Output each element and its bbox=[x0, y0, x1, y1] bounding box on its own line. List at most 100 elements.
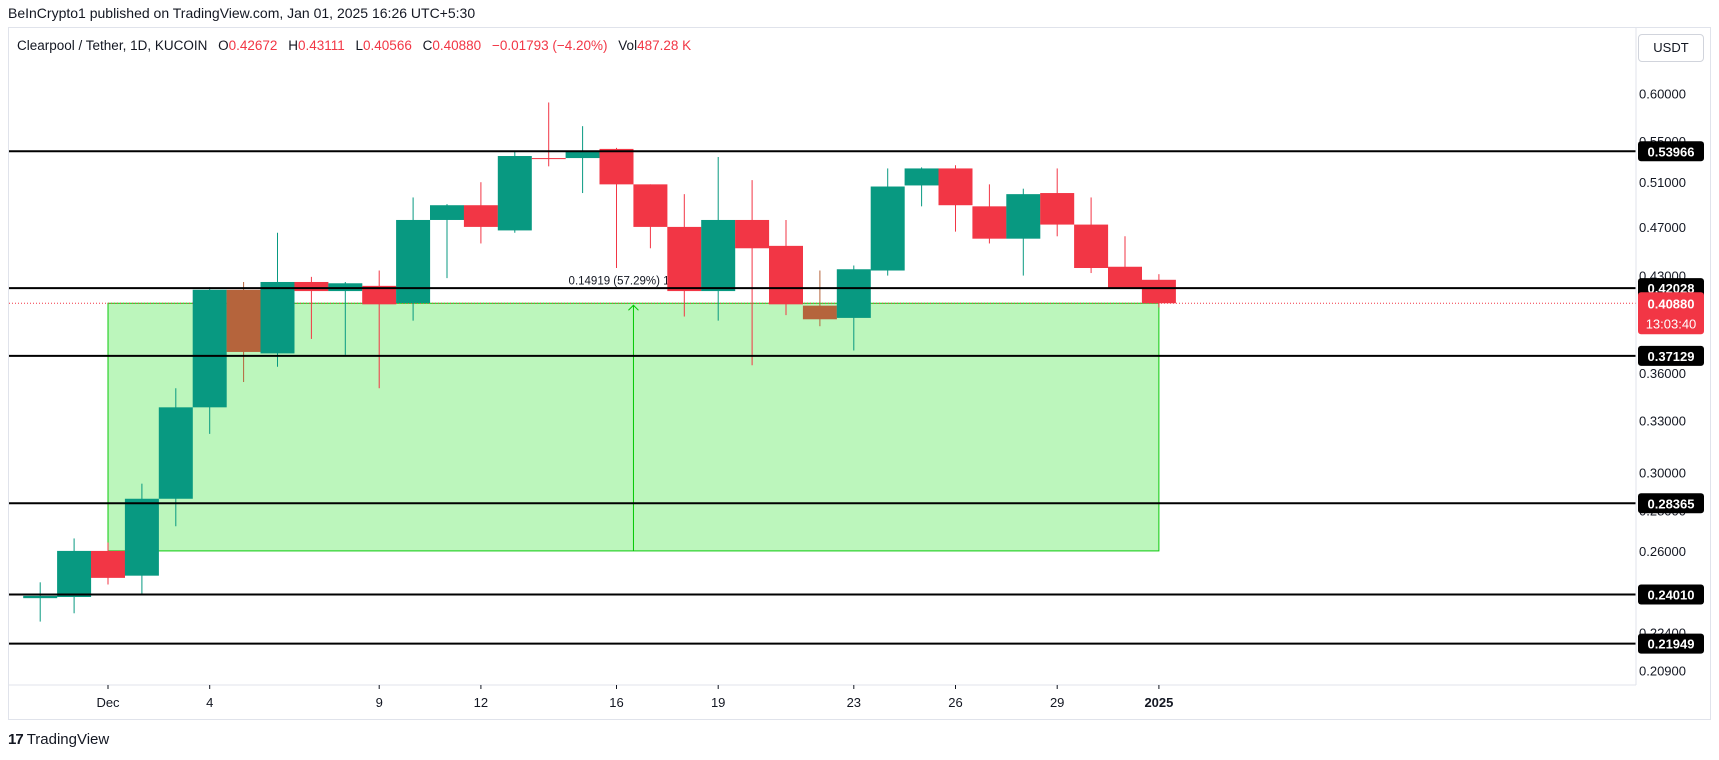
candle bbox=[23, 582, 58, 622]
candle bbox=[430, 204, 464, 279]
candle-body bbox=[735, 219, 770, 249]
candle-body bbox=[1141, 279, 1176, 304]
legend-low-value: 0.40566 bbox=[363, 38, 412, 53]
y-axis-tick-label: 0.30000 bbox=[1639, 466, 1686, 481]
x-axis-tick-label: Dec bbox=[96, 695, 120, 710]
candle bbox=[565, 126, 600, 194]
legend-high-value: 0.43111 bbox=[297, 38, 345, 53]
candle bbox=[91, 542, 125, 585]
candle-body bbox=[294, 281, 329, 292]
x-axis-tick-label: 29 bbox=[1050, 695, 1064, 710]
candle bbox=[1040, 168, 1075, 237]
current-price-tag-label: 0.40880 bbox=[1648, 296, 1695, 311]
y-axis-tick-label: 0.60000 bbox=[1639, 86, 1686, 101]
candle bbox=[260, 232, 295, 367]
legend-close-value: 0.40880 bbox=[432, 38, 482, 53]
candle-body bbox=[497, 156, 532, 231]
candle-body bbox=[23, 595, 58, 599]
candle-body bbox=[192, 289, 227, 408]
candle bbox=[531, 102, 566, 167]
currency-button[interactable]: USDT bbox=[1638, 34, 1704, 62]
level-price-tag-label: 0.53966 bbox=[1648, 144, 1695, 159]
legend-open-value: 0.42672 bbox=[228, 38, 278, 53]
level-price-tag bbox=[1638, 141, 1704, 162]
candle-body bbox=[972, 206, 1007, 239]
tradingview-logo-icon: 17 bbox=[8, 731, 24, 748]
candle-body bbox=[1074, 224, 1109, 269]
level-price-tag bbox=[1638, 345, 1704, 366]
bar-countdown-label: 13:03:40 bbox=[1646, 316, 1697, 331]
candle-body bbox=[701, 219, 736, 292]
level-price-tag-label: 0.21949 bbox=[1648, 637, 1695, 652]
tradingview-brand-text: TradingView bbox=[26, 731, 110, 748]
candle-body bbox=[463, 205, 498, 227]
candle bbox=[972, 184, 1007, 244]
candle-body bbox=[565, 150, 600, 159]
candle-body bbox=[769, 245, 803, 305]
x-axis-tick-label: 16 bbox=[609, 695, 623, 710]
level-price-tag bbox=[1638, 633, 1704, 654]
level-price-tag bbox=[1638, 584, 1704, 605]
y-axis-tick-label: 0.20900 bbox=[1639, 663, 1686, 678]
candle-body bbox=[938, 168, 973, 206]
candle-body bbox=[430, 205, 464, 220]
candle bbox=[396, 197, 431, 321]
legend-symbol[interactable]: Clearpool / Tether, 1D, KUCOIN bbox=[17, 38, 208, 53]
x-axis-tick-label: 12 bbox=[474, 695, 488, 710]
candle bbox=[124, 483, 159, 595]
candle-body bbox=[836, 269, 871, 318]
y-axis-tick-label: 0.47000 bbox=[1639, 220, 1686, 235]
candle bbox=[938, 165, 973, 232]
candle-body bbox=[1108, 266, 1142, 289]
candle bbox=[836, 265, 871, 351]
legend-high-label: H bbox=[288, 38, 298, 53]
publisher-line: BeInCrypto1 published on TradingView.com… bbox=[8, 5, 476, 21]
x-axis-tick-label: 26 bbox=[948, 695, 962, 710]
footer-brand[interactable]: 17 TradingView bbox=[8, 731, 109, 748]
legend-change: −0.01793 (−4.20%) bbox=[491, 38, 608, 53]
candle-body bbox=[531, 158, 566, 160]
y-axis-tick-label: 0.36000 bbox=[1639, 366, 1686, 381]
candle bbox=[599, 147, 634, 269]
x-axis-tick-label: 23 bbox=[847, 695, 861, 710]
candle bbox=[1108, 236, 1142, 289]
candle bbox=[463, 182, 498, 244]
candle bbox=[158, 388, 193, 527]
measure-label: 0.14919 (57.29%) 14,919 bbox=[569, 275, 699, 287]
legend-close-label: C bbox=[422, 38, 433, 53]
candle-body bbox=[124, 498, 159, 576]
candle-body bbox=[260, 281, 295, 354]
legend-volume-value: 487.28 K bbox=[637, 38, 692, 53]
candle bbox=[226, 281, 261, 383]
candle bbox=[769, 219, 803, 316]
level-price-tag-label: 0.28365 bbox=[1648, 496, 1695, 511]
candle bbox=[667, 194, 702, 317]
candle-body bbox=[904, 168, 939, 186]
x-axis-tick-label: 2025 bbox=[1144, 695, 1173, 710]
level-price-tag bbox=[1638, 493, 1704, 514]
candle-body bbox=[1006, 194, 1041, 239]
candle-body bbox=[362, 285, 397, 305]
candle-body bbox=[158, 407, 193, 499]
level-price-tag-label: 0.37129 bbox=[1648, 349, 1695, 364]
x-axis-tick-label: 4 bbox=[206, 695, 213, 710]
candle bbox=[1141, 274, 1176, 308]
candle-body bbox=[396, 219, 431, 303]
candle bbox=[904, 167, 939, 207]
candle bbox=[802, 270, 837, 327]
candle-body bbox=[870, 186, 905, 271]
y-axis-tick-label: 0.26000 bbox=[1639, 544, 1686, 559]
x-axis-tick-label: 19 bbox=[711, 695, 725, 710]
candle bbox=[57, 538, 92, 614]
candle-body bbox=[802, 305, 837, 320]
x-axis-tick-label: 9 bbox=[376, 695, 383, 710]
candle-body bbox=[91, 550, 125, 578]
chart-frame bbox=[8, 27, 1711, 720]
ohlc-legend: Clearpool / Tether, 1D, KUCOIN O0.42672 … bbox=[17, 38, 691, 53]
y-axis-tick-label: 0.33000 bbox=[1639, 413, 1686, 428]
candle bbox=[870, 168, 905, 276]
y-axis-tick-label: 0.51000 bbox=[1639, 175, 1686, 190]
candle bbox=[633, 184, 668, 249]
candle-body bbox=[667, 226, 702, 292]
